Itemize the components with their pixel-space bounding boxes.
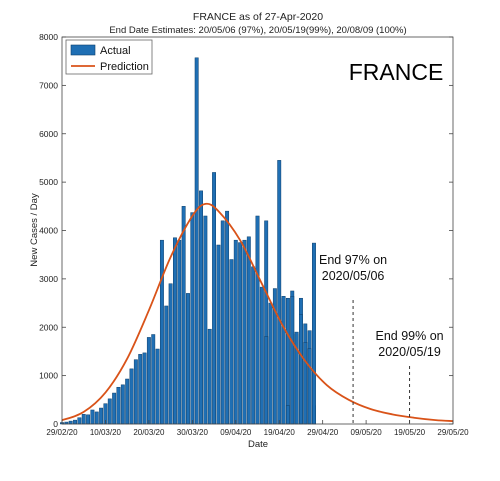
bar xyxy=(216,244,221,425)
bar xyxy=(246,236,251,425)
bar xyxy=(168,283,173,425)
bar xyxy=(307,348,312,425)
bar xyxy=(155,348,160,425)
bar xyxy=(194,57,199,425)
x-tick-label: 19/05/20 xyxy=(394,428,426,437)
y-tick-label: 5000 xyxy=(39,177,58,187)
bar xyxy=(186,293,190,425)
bar xyxy=(142,352,147,425)
bar xyxy=(138,354,143,425)
y-tick-label: 6000 xyxy=(39,129,58,139)
bar xyxy=(116,386,121,425)
y-axis-label: New Cases / Day xyxy=(29,193,40,267)
x-tick-label: 10/03/20 xyxy=(90,428,122,437)
x-tick-label: 19/04/20 xyxy=(264,428,296,437)
bar xyxy=(164,305,169,425)
country-label: FRANCE xyxy=(349,59,444,85)
bar xyxy=(242,239,247,425)
bar xyxy=(190,212,195,425)
bar xyxy=(146,337,151,425)
bar xyxy=(277,160,282,425)
chart-title: FRANCE as of 27-Apr-2020 xyxy=(193,11,323,23)
bar xyxy=(177,239,182,425)
bar xyxy=(285,297,290,425)
y-tick-label: 4000 xyxy=(39,226,58,236)
annotation-layer: End 97% on 2020/05/06 End 99% on 2020/05/19 xyxy=(319,253,444,424)
bar xyxy=(207,328,212,425)
bar xyxy=(255,215,260,425)
y-tick-label: 8000 xyxy=(39,32,58,42)
bar xyxy=(112,392,117,425)
bar xyxy=(285,405,290,425)
x-tick-layer: 29/02/20 10/03/20 20/03/20 30/03/20 09/04/20… xyxy=(46,420,469,437)
y-tick-label: 0 xyxy=(53,419,58,429)
bar xyxy=(259,286,264,425)
bar xyxy=(94,411,99,425)
bar xyxy=(290,296,295,425)
bar xyxy=(233,239,238,425)
x-tick-label: 09/05/20 xyxy=(351,428,383,437)
bar xyxy=(238,242,243,425)
bar xyxy=(264,336,269,425)
bar xyxy=(173,237,177,425)
bar xyxy=(281,296,286,425)
legend-label-actual: Actual xyxy=(100,45,131,57)
bar xyxy=(312,242,316,425)
bar xyxy=(73,419,77,425)
bar xyxy=(159,239,164,425)
x-tick-label: 09/04/20 xyxy=(220,428,252,437)
bar xyxy=(251,266,256,425)
bar xyxy=(90,409,95,425)
bar xyxy=(212,172,217,425)
legend-label-prediction: Prediction xyxy=(100,61,149,73)
bar xyxy=(81,414,86,425)
x-tick-label: 30/03/20 xyxy=(177,428,209,437)
bar xyxy=(220,220,225,425)
x-tick-label: 20/03/20 xyxy=(133,428,165,437)
bar xyxy=(77,417,82,425)
bar xyxy=(129,368,134,425)
legend: Actual Prediction xyxy=(65,39,153,75)
bar xyxy=(107,398,112,425)
y-tick-label: 2000 xyxy=(39,322,58,332)
x-tick-label: 29/02/20 xyxy=(46,428,78,437)
plot-area-frame xyxy=(61,36,454,425)
annotation-line1: End 99% on xyxy=(376,329,444,343)
x-tick-label: 29/04/20 xyxy=(307,428,339,437)
bar-layer xyxy=(60,57,316,425)
chart-subtitle: End Date Estimates: 20/05/06 (97%), 20/0… xyxy=(109,25,406,36)
x-tick-label: 29/05/20 xyxy=(437,428,469,437)
annotation-line2: 2020/05/19 xyxy=(378,345,441,359)
annotation-line2: 2020/05/06 xyxy=(322,269,385,283)
x-axis-label: Date xyxy=(248,439,268,450)
y-tick-label: 3000 xyxy=(39,274,58,284)
bar xyxy=(303,342,308,425)
y-tick-label: 7000 xyxy=(39,80,58,90)
bar xyxy=(99,407,104,425)
bar xyxy=(133,359,138,425)
legend-swatch-actual xyxy=(70,44,96,56)
bar xyxy=(120,384,125,425)
bar xyxy=(86,414,91,425)
prediction-curve xyxy=(62,202,453,422)
bar xyxy=(199,190,203,425)
bar xyxy=(181,206,186,425)
bar xyxy=(225,210,230,425)
bar xyxy=(203,215,208,425)
y-tick-label: 1000 xyxy=(39,371,58,381)
bar xyxy=(229,259,234,425)
bar xyxy=(68,420,73,425)
annotation-line1: End 97% on xyxy=(319,253,387,267)
prediction-curve-layer xyxy=(62,202,453,422)
bar xyxy=(299,314,303,425)
bar xyxy=(151,334,156,425)
bar xyxy=(268,302,273,425)
bar xyxy=(125,378,130,425)
